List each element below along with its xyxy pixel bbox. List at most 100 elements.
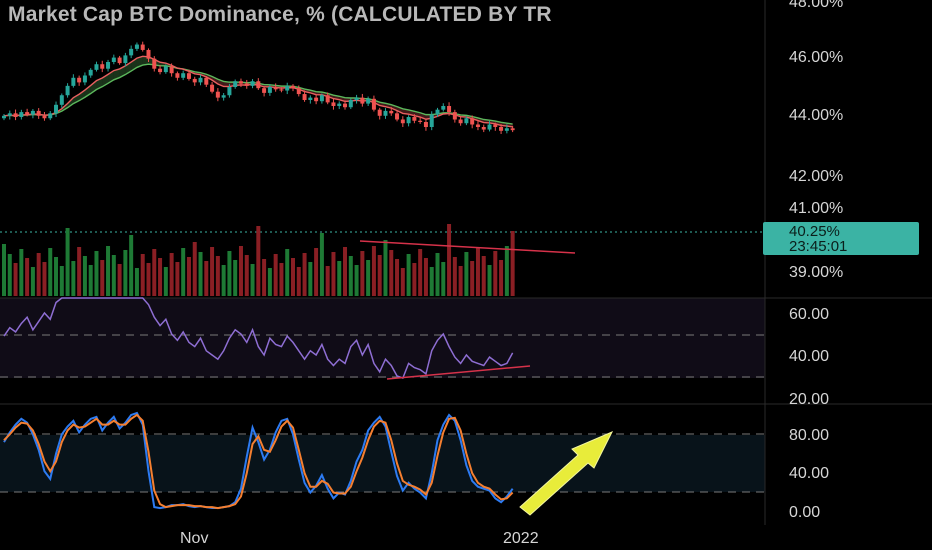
candle-body [2, 115, 6, 119]
volume-bar [129, 235, 134, 296]
stoch-band [0, 435, 765, 492]
rsi-tick-label: 20.00 [789, 391, 829, 408]
arrow-annotation[interactable] [519, 431, 614, 516]
volume-bar [215, 256, 220, 296]
volume-bar [493, 251, 498, 296]
volume-bar [77, 247, 82, 296]
volume-bar [65, 228, 70, 296]
candle-body [377, 109, 382, 116]
candle-body [244, 83, 249, 86]
candle-body [111, 57, 116, 62]
candlesticks[interactable] [2, 41, 515, 134]
volume-bar [181, 248, 186, 296]
candle-body [233, 81, 238, 88]
volume-bar [42, 262, 47, 296]
candle-body [210, 84, 215, 92]
current-price-tag[interactable]: 40.25% 23:45:01 [763, 222, 919, 255]
volume-bar [134, 268, 139, 296]
candle-body [181, 73, 186, 78]
candle-body [395, 113, 400, 120]
candle-body [256, 81, 261, 89]
ema-fill-segment [136, 56, 143, 68]
candle-body [175, 73, 180, 78]
volume-bar [238, 246, 243, 296]
candle-body [221, 95, 226, 98]
volume-bar [279, 263, 284, 296]
candle-body [452, 112, 457, 120]
volume-bar [343, 247, 348, 296]
chart-title: Market Cap BTC Dominance, % (CALCULATED … [8, 3, 552, 26]
volume-bar [308, 262, 313, 296]
volume-bar [319, 233, 324, 296]
candle-body [331, 102, 336, 107]
volume-bar [481, 256, 486, 296]
candle-body [30, 110, 35, 115]
time-tick-label: 2022 [503, 530, 539, 547]
volume-bar [210, 247, 215, 296]
current-price-label: 40.25% [789, 223, 840, 240]
volume-bar [383, 240, 388, 296]
volume-bar [331, 252, 336, 296]
candle-body [163, 66, 168, 73]
volume-bar [186, 257, 191, 296]
candle-body [134, 44, 139, 49]
volume-bar [221, 265, 226, 296]
candle-body [169, 66, 174, 74]
volume-bars [2, 224, 515, 296]
candle-body [13, 113, 18, 118]
stoch-rsi-indicator [3, 411, 514, 510]
candle-body [360, 97, 365, 104]
candle-body [499, 127, 504, 131]
volume-bar [389, 250, 394, 296]
volume-bar [314, 248, 319, 296]
volume-bar [348, 256, 353, 296]
rsi-line [3, 297, 514, 380]
volume-bar [475, 247, 480, 296]
candle-body [423, 121, 428, 128]
volume-bar [447, 224, 452, 296]
candle-body [510, 128, 515, 131]
ema-fill-segment [212, 76, 218, 84]
candle-body [383, 110, 388, 116]
volume-bar [48, 248, 53, 296]
volume-bar [250, 264, 255, 296]
volume-bar [123, 250, 128, 296]
volume-bar [71, 261, 76, 296]
volume-bar [285, 249, 290, 296]
volume-bar [19, 249, 24, 296]
volume-bar [510, 231, 515, 296]
volume-bar [233, 260, 238, 296]
candle-body [250, 81, 255, 86]
candle-body [42, 115, 47, 119]
candle-body [487, 124, 492, 130]
volume-bar [140, 254, 145, 296]
candle-body [464, 118, 469, 124]
volume-bar [458, 266, 463, 296]
candle-body [123, 55, 128, 64]
volume-bar [296, 267, 301, 296]
volume-bar [464, 252, 469, 296]
volume-bar [412, 263, 417, 296]
volume-bar [152, 249, 157, 296]
price-tick-label: 48.00% [789, 0, 843, 11]
volume-bar [371, 246, 376, 296]
volume-bar [146, 263, 151, 296]
candle-body [279, 89, 284, 91]
candle-body [319, 95, 324, 102]
candle-body [481, 127, 486, 130]
candle-body [441, 106, 446, 110]
stoch-d-line [3, 413, 514, 510]
candle-body [504, 128, 509, 131]
candle-body [343, 103, 348, 108]
candle-body [204, 77, 209, 85]
price-tick-label: 39.00% [789, 264, 843, 281]
rsi-divergence-trendline[interactable] [386, 365, 531, 380]
candle-body [77, 77, 82, 83]
candle-body [406, 117, 411, 124]
volume-bar [30, 267, 35, 296]
volume-bar [291, 258, 295, 296]
volume-bar [88, 265, 93, 296]
candle-body [354, 97, 359, 101]
price-support-trendline[interactable] [359, 240, 576, 254]
